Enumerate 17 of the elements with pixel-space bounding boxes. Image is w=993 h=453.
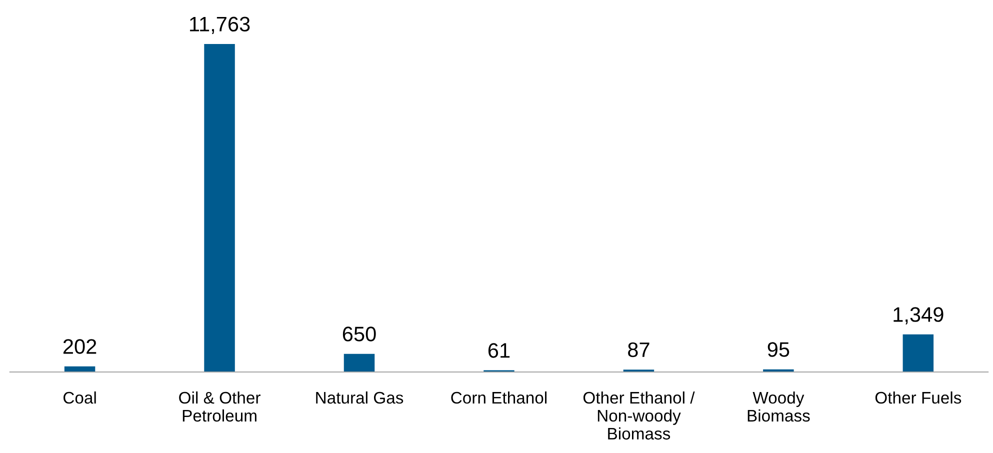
data-label: 202 xyxy=(63,339,96,354)
x-tick-label: Woody Biomass xyxy=(748,391,810,422)
x-tick-label: Other Ethanol / Non-woody Biomass xyxy=(583,391,695,440)
bar xyxy=(204,44,235,372)
bar xyxy=(344,354,375,372)
x-tick-label: Oil & Other Petroleum xyxy=(179,391,260,422)
bar xyxy=(902,334,934,372)
x-tick-label: Other Fuels xyxy=(875,391,962,404)
data-label: 87 xyxy=(628,342,650,358)
data-label: 61 xyxy=(488,343,510,358)
data-label: 650 xyxy=(342,326,376,342)
x-tick-label: Coal xyxy=(64,391,96,404)
data-label: 11,763 xyxy=(190,16,250,34)
x-tick-label: Corn Ethanol xyxy=(451,391,547,404)
x-tick-label: Natural Gas xyxy=(316,391,404,404)
data-label: 1,349 xyxy=(894,307,944,324)
data-label: 95 xyxy=(768,342,790,357)
